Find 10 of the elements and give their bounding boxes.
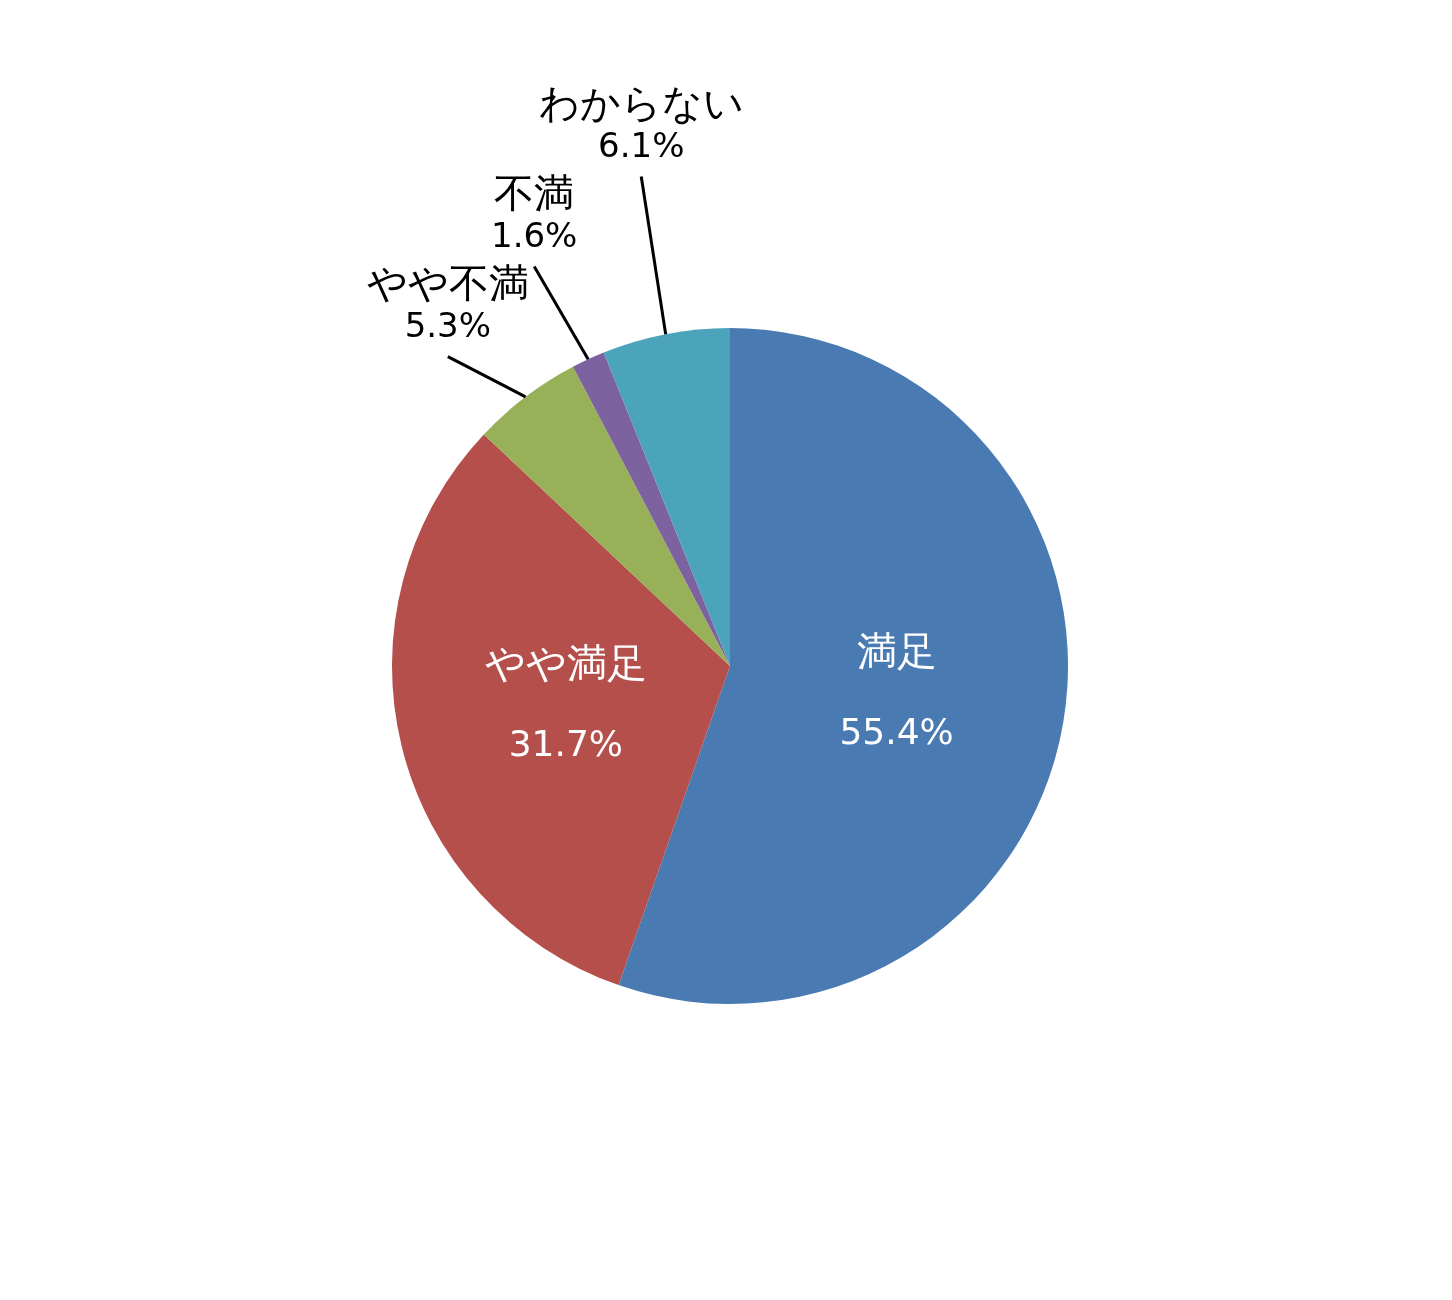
- data-label: 6.1%: [598, 125, 685, 166]
- slice-label: やや不満: [366, 259, 529, 306]
- data-label: 1.6%: [491, 215, 578, 256]
- slice-label: わからない: [538, 79, 744, 126]
- slice-label: 満足: [856, 627, 937, 674]
- data-label: 55.4%: [839, 710, 954, 752]
- data-label: 31.7%: [508, 722, 624, 764]
- data-label: 5.3%: [404, 305, 492, 346]
- slice-label: 不満: [494, 169, 575, 216]
- slice-label: やや満足: [484, 639, 647, 686]
